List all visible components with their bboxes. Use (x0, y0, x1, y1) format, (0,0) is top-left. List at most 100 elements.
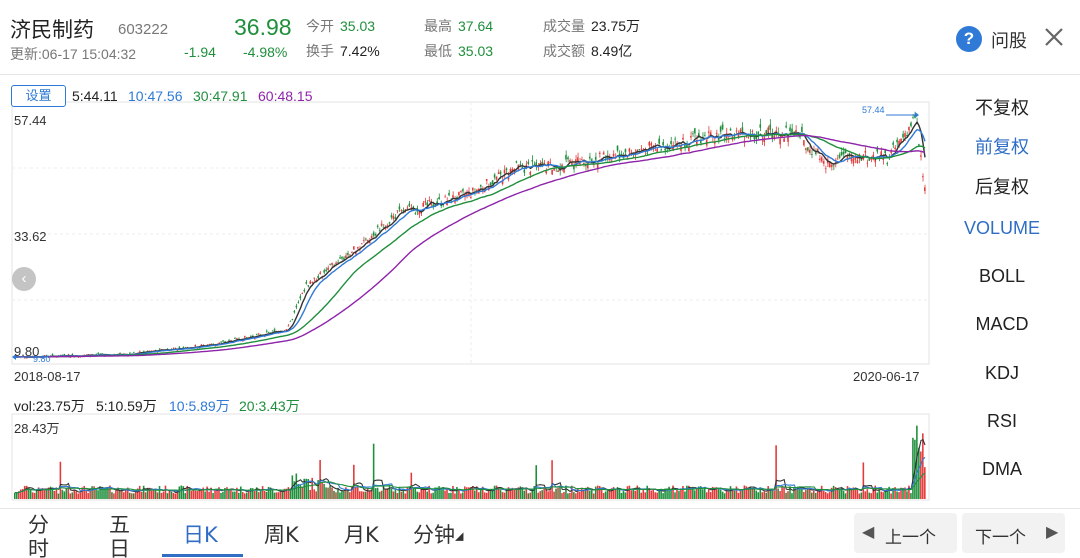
volume-bar (519, 486, 522, 499)
menu-macd[interactable]: MACD (975, 314, 1029, 334)
max-price-marker-arrow (915, 112, 919, 118)
candle-body (362, 239, 365, 241)
menu-rsi[interactable]: RSI (986, 411, 1017, 431)
volume-bar (818, 491, 821, 499)
menu-forward-adjust[interactable]: 前复权 (975, 137, 1029, 157)
candle-body (854, 157, 857, 160)
scroll-left-icon[interactable]: ‹ (12, 267, 36, 291)
volume-bar (537, 492, 539, 499)
candle-body (289, 320, 292, 322)
tab-daily-k[interactable]: 日K (183, 523, 218, 547)
close-icon[interactable] (1041, 24, 1067, 50)
menu-backward-adjust[interactable]: 后复权 (975, 177, 1029, 197)
candle-body (51, 354, 54, 356)
volume-bar (719, 489, 722, 499)
volume-bar (33, 492, 36, 499)
candle-body (892, 142, 894, 145)
previous-stock-button[interactable]: ◀ 上一个 (854, 513, 957, 553)
candle-body (636, 149, 639, 152)
volume-bar (27, 488, 30, 499)
menu-volume[interactable]: VOLUME (963, 218, 1041, 238)
candle-body (414, 213, 417, 215)
candle-body (291, 319, 294, 321)
candle-body (323, 270, 325, 273)
tab-minute[interactable]: 分钟◢ (413, 519, 463, 549)
candle-body (307, 285, 310, 287)
triangle-right-icon: ▶ (1046, 524, 1059, 541)
tab-weekly-k[interactable]: 周K (264, 523, 299, 547)
volume-bar (323, 483, 325, 499)
volume-bar (438, 486, 440, 499)
candle-body (842, 151, 845, 155)
volume-bar (442, 489, 444, 499)
menu-kdj[interactable]: KDJ (984, 363, 1019, 383)
volume-bar (273, 492, 276, 499)
volume-bar (162, 491, 165, 499)
candle-body (922, 176, 924, 178)
candle-body (541, 161, 543, 166)
candle-body (547, 161, 549, 165)
min-price-marker-label: 9.80 (33, 354, 51, 364)
menu-boll[interactable]: BOLL (978, 266, 1026, 286)
candle-body (918, 144, 920, 146)
volume-bar (339, 492, 341, 499)
candle-body (638, 149, 641, 151)
candle-body (220, 341, 222, 343)
candle-body (356, 247, 359, 249)
candle-body (571, 161, 573, 166)
candle-body (236, 338, 238, 339)
candle-body (146, 350, 149, 352)
candle-body (182, 346, 185, 348)
candle-body (801, 126, 803, 132)
volume-bar (507, 487, 510, 499)
volume-bar (481, 486, 484, 499)
ask-stock-button[interactable]: 问股 (991, 31, 1027, 51)
candle-body (374, 234, 377, 236)
candle-body (822, 161, 825, 164)
candle-body (479, 184, 482, 187)
volume-bar (267, 486, 270, 499)
volume-bar (676, 488, 678, 499)
volume-bar (646, 485, 649, 499)
volume-bar (99, 486, 101, 499)
candle-body (696, 140, 698, 145)
volume-bar (888, 486, 890, 499)
volume-bar (57, 493, 60, 499)
kline-chart-svg[interactable]: 57.44 9.80 (0, 78, 932, 508)
candle-body (353, 246, 355, 250)
candle-body (297, 301, 300, 303)
volume-bar (358, 491, 361, 499)
tab-intraday[interactable]: 分时 (28, 513, 49, 558)
menu-dma[interactable]: DMA (982, 459, 1022, 479)
volume-bar (711, 486, 714, 499)
candle-body (408, 203, 411, 207)
candle-body (769, 124, 771, 130)
candle-body (581, 159, 583, 160)
settings-button[interactable]: 设置 (11, 85, 66, 107)
tab-monthly-k[interactable]: 月K (344, 523, 379, 547)
candle-body (249, 335, 252, 337)
volume-bar (394, 489, 397, 499)
candle-body (509, 169, 512, 174)
next-stock-button[interactable]: 下一个 ▶ (962, 513, 1065, 553)
candle-body (866, 162, 869, 164)
menu-no-adjust[interactable]: 不复权 (975, 98, 1029, 118)
candle-body (25, 357, 28, 359)
volume-bar (301, 486, 304, 499)
volume-bar (216, 489, 218, 499)
candle-body (436, 201, 438, 205)
tab-five-day[interactable]: 五日 (109, 513, 130, 558)
candle-body (515, 161, 518, 163)
candle-body (327, 267, 329, 270)
help-icon[interactable]: ? (956, 26, 982, 52)
candle-body (809, 149, 811, 153)
volume-bar (628, 485, 631, 499)
volume-bar (644, 492, 647, 499)
volume-bar (801, 487, 803, 499)
volume-bar (384, 489, 387, 499)
candle-body (349, 254, 351, 256)
volume-bar (198, 490, 200, 499)
volume-bar (345, 487, 347, 499)
kline-chart-area[interactable]: 57.44 9.80 设置 5:44.11 10:47.56 30:47.91 … (0, 78, 932, 508)
candlestick-series (14, 111, 926, 359)
